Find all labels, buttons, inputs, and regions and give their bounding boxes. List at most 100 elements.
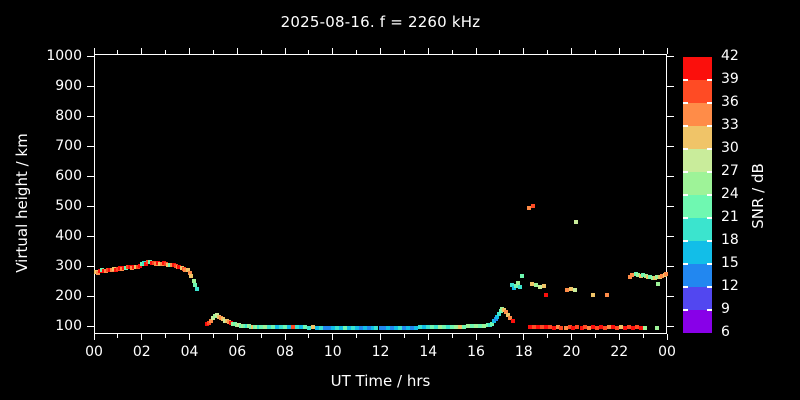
data-point — [559, 325, 564, 330]
data-point — [219, 316, 224, 321]
data-point — [543, 293, 548, 298]
x-tick — [642, 334, 644, 338]
colorbar-boundary-notch — [683, 263, 688, 265]
x-tick — [666, 334, 668, 340]
data-point — [358, 326, 363, 330]
data-point — [129, 265, 134, 270]
x-tick — [571, 334, 572, 340]
data-point — [213, 314, 218, 319]
data-point — [195, 287, 200, 292]
x-tick — [236, 334, 238, 340]
data-point — [434, 325, 439, 330]
colorbar-tick-label: 30 — [721, 140, 739, 156]
y-tick — [87, 56, 94, 58]
y-tick — [87, 326, 94, 327]
data-point — [141, 260, 146, 265]
data-point — [664, 271, 669, 276]
data-point — [275, 325, 280, 330]
colorbar-boundary-notch — [707, 102, 712, 104]
data-point — [237, 323, 242, 328]
data-point — [636, 272, 641, 277]
colorbar-block — [683, 57, 712, 80]
y-tick-right — [667, 296, 674, 298]
data-point — [627, 325, 632, 330]
y-tick — [87, 296, 94, 298]
x-tick-label: 00 — [85, 344, 103, 360]
data-point — [402, 325, 407, 330]
x-tick — [165, 334, 167, 338]
x-tick — [403, 334, 405, 338]
y-tick-right — [667, 236, 674, 238]
x-tick-top — [93, 48, 95, 54]
x-tick-label: 04 — [180, 344, 199, 360]
data-point — [346, 326, 351, 330]
data-point — [539, 325, 544, 330]
y-tick-right — [667, 266, 674, 268]
x-tick-label: 08 — [276, 344, 294, 360]
data-point — [302, 325, 307, 330]
y-tick — [87, 206, 94, 208]
x-tick — [523, 334, 525, 340]
y-tick-label: 500 — [55, 197, 82, 214]
colorbar-block — [683, 80, 712, 103]
y-tick-label: 1000 — [46, 47, 82, 64]
data-point — [599, 325, 604, 330]
data-point — [394, 325, 399, 330]
x-tick — [284, 334, 286, 340]
data-point — [595, 325, 600, 330]
x-tick-label: 12 — [371, 344, 390, 360]
colorbar-block — [683, 218, 712, 241]
data-point — [572, 287, 577, 292]
data-point — [579, 325, 584, 330]
colorbar-boundary-notch — [683, 217, 688, 219]
x-tick-label: 06 — [228, 344, 247, 360]
x-tick-top — [618, 48, 620, 54]
x-tick-top — [523, 48, 525, 54]
x-tick — [117, 334, 119, 338]
data-point — [519, 274, 524, 279]
data-point — [287, 325, 292, 330]
data-point — [187, 270, 192, 275]
y-tick — [87, 266, 94, 268]
data-point — [322, 325, 327, 330]
x-tick-top — [547, 50, 549, 54]
data-point — [587, 325, 592, 330]
x-tick — [451, 334, 453, 338]
colorbar-boundary-notch — [707, 194, 712, 196]
data-point — [567, 325, 572, 330]
colorbar-block — [683, 195, 712, 218]
data-point — [209, 318, 214, 323]
colorbar-tick-label: 15 — [721, 255, 739, 271]
y-tick-label: 700 — [55, 137, 82, 154]
y-tick — [87, 146, 94, 148]
y-tick-right — [667, 176, 674, 178]
data-point — [533, 283, 538, 288]
colorbar-boundary-notch — [707, 217, 712, 219]
data-point — [615, 325, 620, 330]
data-point — [374, 326, 379, 330]
y-tick-label: 200 — [55, 287, 82, 304]
colorbar-boundary-notch — [683, 286, 688, 288]
data-point — [326, 325, 331, 330]
data-point — [575, 325, 580, 330]
data-point — [454, 324, 459, 329]
colorbar-boundary-notch — [683, 309, 688, 311]
data-point — [627, 275, 632, 280]
data-point — [543, 325, 548, 330]
colorbar-block — [683, 149, 712, 172]
data-point — [290, 325, 295, 330]
data-point — [414, 325, 419, 330]
colorbar-tick-label: 36 — [721, 94, 739, 110]
data-point — [117, 266, 122, 271]
data-point — [469, 324, 474, 329]
data-point — [531, 325, 536, 330]
y-tick — [87, 86, 94, 88]
data-point — [185, 268, 190, 273]
data-point — [503, 310, 508, 315]
x-tick-top — [403, 50, 405, 54]
data-point — [498, 308, 503, 313]
data-point — [378, 326, 383, 330]
data-point — [529, 281, 534, 286]
data-point — [225, 319, 230, 324]
x-tick-top — [356, 50, 358, 54]
